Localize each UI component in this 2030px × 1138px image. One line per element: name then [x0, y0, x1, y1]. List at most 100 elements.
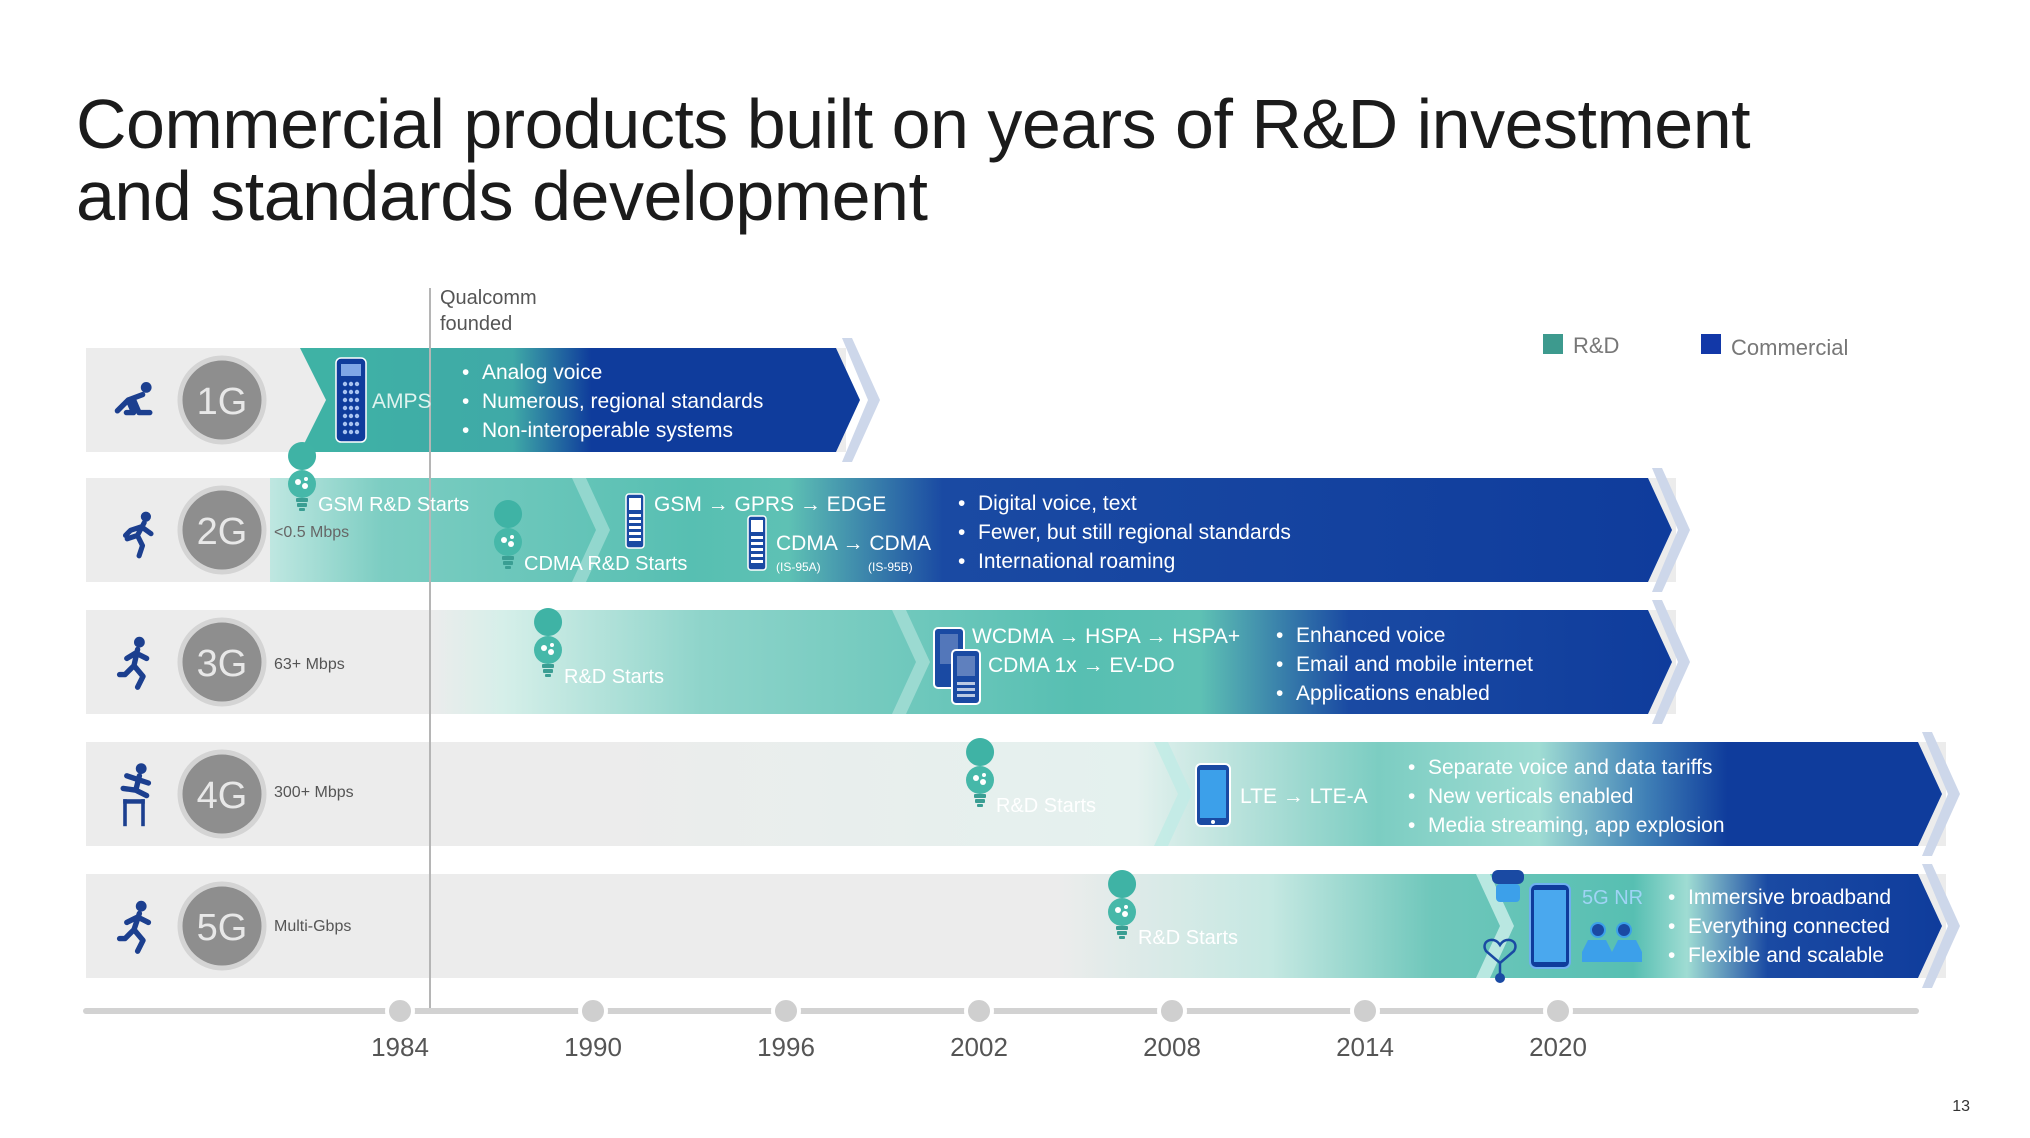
page-number: 13 [1952, 1098, 1970, 1115]
svg-text:•: • [958, 492, 965, 515]
tech-amps: AMPS [372, 390, 432, 413]
legend-rd-swatch [1543, 334, 1563, 354]
arrow-4g-chevron [1922, 732, 1960, 856]
bullet-2g-2: Fewer, but still regional standards [978, 521, 1291, 544]
rd-label-cdma: CDMA R&D Starts [524, 553, 687, 575]
year-1984: 1984 [371, 1032, 429, 1062]
title-line-1: Commercial products built on years of R&… [76, 85, 1751, 163]
svg-text:•: • [1408, 756, 1415, 779]
svg-text:•: • [958, 550, 965, 573]
vr-headset-icon [1492, 870, 1524, 902]
bullets-2g: • Digital voice, text • Fewer, but still r… [958, 492, 1291, 573]
svg-text:•: • [958, 521, 965, 544]
phone-icon-3g [933, 627, 981, 705]
rd-label-gsm: GSM R&D Starts [318, 494, 469, 516]
legend-commercial-label: Commercial [1731, 335, 1848, 360]
title-line-2: and standards development [76, 157, 928, 235]
year-2020: 2020 [1529, 1032, 1587, 1062]
smartphone-icon-5g [1529, 883, 1571, 969]
bullet-3g-2: Email and mobile internet [1296, 653, 1533, 676]
year-1990: 1990 [564, 1032, 622, 1062]
bullets-5g: • Immersive broadband • Everything connect… [1668, 886, 1891, 967]
timeline-tick-2014: 2014 [1336, 996, 1394, 1062]
year-2002: 2002 [950, 1032, 1008, 1062]
rd-label-4g: R&D Starts [996, 795, 1096, 817]
gen-label-3g: 3G [197, 643, 248, 685]
runner-icon-5g [116, 900, 152, 954]
svg-text:•: • [1276, 624, 1283, 647]
timeline-tick-1996: 1996 [757, 996, 815, 1062]
bullet-5g-1: Immersive broadband [1688, 886, 1891, 909]
svg-text:•: • [1408, 814, 1415, 837]
arrow-2g [270, 478, 1672, 582]
rd-chevron-2g-a [572, 478, 610, 582]
tech-5gnr: 5G NR [1582, 887, 1643, 909]
rd-label-3g: R&D Starts [564, 666, 664, 688]
timeline-ticks: 1984 1990 1996 2002 2008 2014 2020 [371, 996, 1587, 1062]
founded-label-1: Qualcomm [440, 287, 537, 309]
svg-text:•: • [1408, 785, 1415, 808]
rd-chevron-3g [892, 610, 930, 714]
speed-3g: 63+ Mbps [274, 656, 345, 673]
page-title: Commercial products built on years of R&… [76, 88, 1956, 232]
speed-2g: <0.5 Mbps [274, 524, 349, 541]
svg-text:•: • [1276, 682, 1283, 705]
legend-commercial-swatch [1701, 334, 1721, 354]
gen-label-2g: 2G [197, 511, 248, 553]
bullet-4g-1: Separate voice and data tariffs [1428, 756, 1712, 779]
arrow-3g-chevron [1652, 600, 1690, 724]
svg-text:•: • [462, 390, 469, 413]
bullet-1g-2: Numerous, regional standards [482, 390, 763, 413]
connected-car-icon [1582, 922, 1642, 962]
gen-circle-1g: 1G [177, 355, 267, 445]
gen-label-4g: 4G [197, 775, 248, 817]
arrow-4g [600, 742, 1942, 846]
rd-chevron-4g [1154, 742, 1192, 846]
gen-circle-2g: 2G [177, 485, 267, 575]
svg-text:•: • [1276, 653, 1283, 676]
bullet-5g-3: Flexible and scalable [1688, 944, 1884, 967]
year-2008: 2008 [1143, 1032, 1201, 1062]
runner-icon-3g [116, 636, 150, 690]
tech-cdma-sub-1: (IS-95A) [776, 560, 821, 574]
tech-lte: LTE → LTE-A [1240, 785, 1368, 808]
bullet-2g-1: Digital voice, text [978, 492, 1137, 515]
arrow-1g-chevron [842, 338, 880, 462]
tech-cdma: CDMA → CDMA [776, 532, 931, 555]
bullets-1g: • Analog voice • Numerous, regional standa… [462, 361, 763, 442]
timeline-tick-2002: 2002 [950, 996, 1008, 1062]
bullet-3g-1: Enhanced voice [1296, 624, 1445, 647]
tech-cdma-sub-2: (IS-95B) [868, 560, 913, 574]
timeline-tick-1990: 1990 [564, 996, 622, 1062]
gen-circle-4g: 4G [177, 749, 267, 839]
legend-rd-label: R&D [1573, 333, 1619, 358]
year-1996: 1996 [757, 1032, 815, 1062]
timeline-tick-2020: 2020 [1529, 996, 1587, 1062]
bullets-3g: • Enhanced voice • Email and mobile intern… [1276, 624, 1533, 705]
bullet-4g-3: Media streaming, app explosion [1428, 814, 1725, 837]
speed-5g: Multi-Gbps [274, 918, 351, 935]
timeline-tick-2008: 2008 [1143, 996, 1201, 1062]
bullet-2g-3: International roaming [978, 550, 1175, 573]
phone-icon-amps [335, 357, 367, 443]
bullets-4g: • Separate voice and data tariffs • New ve… [1408, 756, 1725, 837]
heart-health-icon [1483, 938, 1517, 983]
gen-label-1g: 1G [197, 381, 248, 423]
gen-circle-3g: 3G [177, 617, 267, 707]
smartphone-icon-4g [1195, 763, 1231, 827]
runner-icon-1g [114, 382, 153, 416]
svg-text:•: • [462, 419, 469, 442]
founded-label-2: founded [440, 313, 512, 335]
phone-icon-gsm [625, 493, 645, 549]
rd-label-5g: R&D Starts [1138, 927, 1238, 949]
arrow-2g-chevron [1652, 468, 1690, 592]
hurdler-icon-4g [120, 763, 152, 827]
tech-cdma1x: CDMA 1x → EV-DO [988, 654, 1175, 677]
timeline-tick-1984: 1984 [371, 996, 429, 1062]
svg-text:•: • [1668, 886, 1675, 909]
svg-text:•: • [1668, 944, 1675, 967]
gen-label-5g: 5G [197, 907, 248, 949]
speed-4g: 300+ Mbps [274, 784, 354, 801]
svg-text:•: • [462, 361, 469, 384]
